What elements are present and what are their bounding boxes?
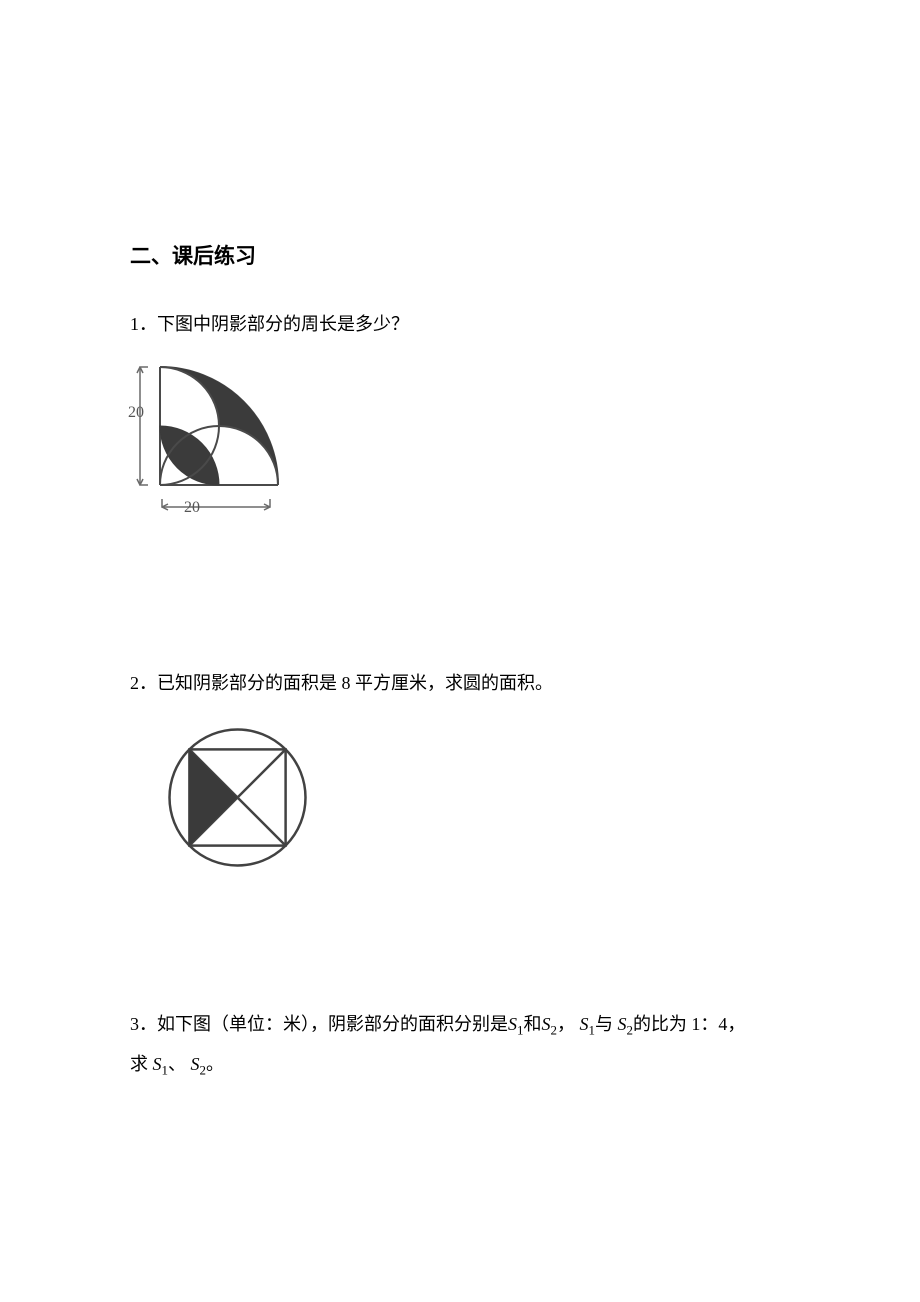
q2-diagram: [160, 720, 315, 875]
q3-s1-base: S: [508, 1014, 517, 1034]
q1-text: 下图中阴影部分的周长是多少？: [157, 314, 409, 334]
q3-s1: S1: [508, 1014, 523, 1034]
q2-text: 已知阴影部分的面积是 8 平方厘米，求圆的面积。: [157, 673, 553, 693]
question-2: 2．已知阴影部分的面积是 8 平方厘米，求圆的面积。: [130, 669, 790, 698]
figure-2: [160, 720, 790, 875]
q3-s1c: S1: [148, 1054, 168, 1074]
q3-sep: 、: [168, 1054, 186, 1074]
section-title: 二、课后练习: [130, 240, 790, 270]
q1-dim-vertical: 20: [128, 404, 144, 422]
q1-diagram: [130, 359, 280, 514]
q3-pre: 如下图（单位：米），阴影部分的面积分别是: [157, 1014, 508, 1034]
q3-s1b: S1: [575, 1014, 595, 1034]
q2-number: 2．: [130, 673, 157, 693]
question-1: 1．下图中阴影部分的周长是多少？: [130, 310, 790, 339]
q3-with: 与: [595, 1014, 613, 1034]
q3-s2b: S2: [613, 1014, 633, 1034]
q3-s2c-base: S: [186, 1054, 200, 1074]
question-3: 3．如下图（单位：米），阴影部分的面积分别是S1和S2， S1与 S2的比为 1…: [130, 1005, 790, 1085]
q3-and: 和: [523, 1014, 541, 1034]
q1-number: 1．: [130, 314, 157, 334]
q3-s1b-base: S: [575, 1014, 589, 1034]
q3-s2c: S2: [186, 1054, 206, 1074]
q1-dim-horizontal: 20: [184, 499, 200, 517]
figure-1: 20 20: [130, 359, 790, 514]
q3-s1c-base: S: [148, 1054, 162, 1074]
q3-s2b-base: S: [613, 1014, 627, 1034]
q3-line2-pre: 求: [130, 1054, 148, 1074]
q3-comma: ，: [557, 1014, 575, 1034]
q3-period: 。: [206, 1054, 224, 1074]
q3-ratio: 的比为 1：4，: [633, 1014, 746, 1034]
q3-s2: S2: [541, 1014, 556, 1034]
q3-number: 3．: [130, 1014, 157, 1034]
